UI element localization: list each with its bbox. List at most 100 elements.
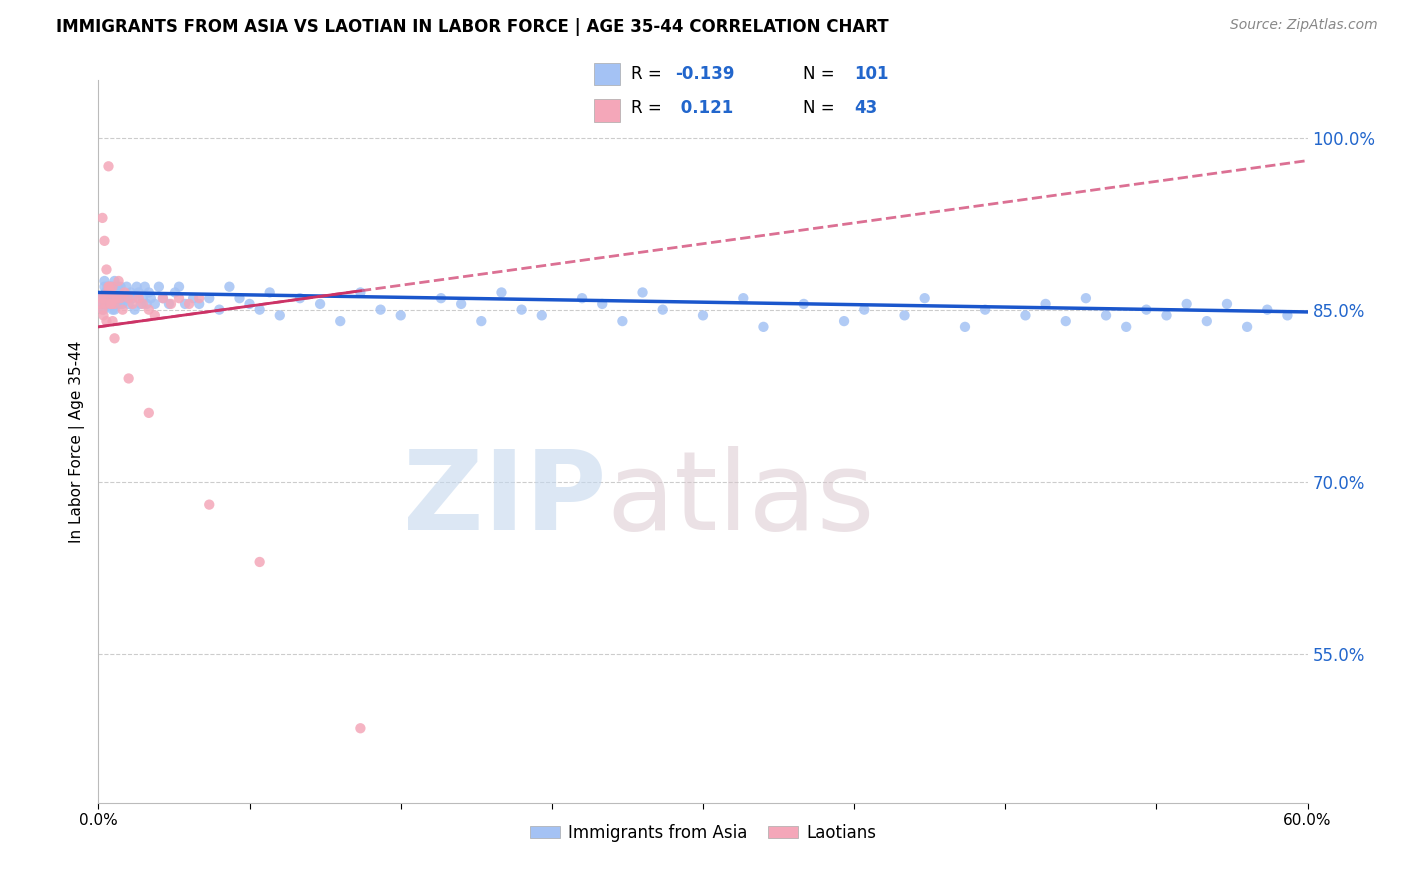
Text: R =: R = xyxy=(631,99,666,117)
Point xyxy=(148,279,170,293)
Point xyxy=(733,291,755,305)
Point xyxy=(389,309,412,323)
Point xyxy=(228,291,250,305)
Point xyxy=(114,291,136,305)
Point xyxy=(110,291,132,305)
Point xyxy=(181,291,204,305)
Point xyxy=(98,297,121,311)
Text: N =: N = xyxy=(803,65,839,83)
Point xyxy=(108,297,131,311)
Point xyxy=(188,297,211,311)
Point xyxy=(97,297,120,311)
Point xyxy=(1195,314,1218,328)
Point xyxy=(591,297,613,311)
Point xyxy=(107,274,129,288)
Point xyxy=(752,319,775,334)
Point xyxy=(111,297,134,311)
Point xyxy=(160,297,183,311)
Point xyxy=(93,279,115,293)
Point xyxy=(1074,291,1097,305)
Point xyxy=(105,291,128,305)
Point xyxy=(96,262,118,277)
Point xyxy=(100,285,122,300)
Point xyxy=(93,234,115,248)
Point xyxy=(152,291,174,305)
Point xyxy=(692,309,714,323)
Point xyxy=(103,297,125,311)
Point xyxy=(249,302,271,317)
Point xyxy=(208,302,231,317)
Point xyxy=(97,279,120,293)
Point xyxy=(612,314,634,328)
Point xyxy=(470,314,492,328)
Point xyxy=(132,297,155,311)
Point xyxy=(143,309,166,323)
Point xyxy=(1277,309,1299,323)
Point xyxy=(115,279,138,293)
Point xyxy=(111,302,134,317)
Point xyxy=(239,297,262,311)
Point xyxy=(107,285,129,300)
Text: N =: N = xyxy=(803,99,839,117)
Point xyxy=(893,309,915,323)
Point xyxy=(218,279,240,293)
Text: -0.139: -0.139 xyxy=(675,65,734,83)
Point xyxy=(107,291,129,305)
Point xyxy=(430,291,453,305)
Point xyxy=(110,279,132,293)
Point xyxy=(121,291,143,305)
Point xyxy=(631,285,654,300)
Point xyxy=(105,297,128,311)
Point xyxy=(96,314,118,328)
Point xyxy=(132,291,155,305)
Point xyxy=(249,555,271,569)
Point xyxy=(96,297,118,311)
Point xyxy=(93,309,115,323)
Point xyxy=(1135,302,1157,317)
Point xyxy=(510,302,533,317)
Point xyxy=(90,297,112,311)
Point xyxy=(143,297,166,311)
Point xyxy=(1256,302,1278,317)
Point xyxy=(103,274,125,288)
Point xyxy=(1014,309,1036,323)
Point xyxy=(953,319,976,334)
Text: IMMIGRANTS FROM ASIA VS LAOTIAN IN LABOR FORCE | AGE 35-44 CORRELATION CHART: IMMIGRANTS FROM ASIA VS LAOTIAN IN LABOR… xyxy=(56,18,889,36)
Point xyxy=(179,297,201,311)
Point xyxy=(138,406,160,420)
Point xyxy=(100,285,122,300)
Point xyxy=(853,302,876,317)
Point xyxy=(125,279,148,293)
Text: 0.121: 0.121 xyxy=(675,99,733,117)
Point xyxy=(198,498,221,512)
Point xyxy=(91,302,114,317)
Point xyxy=(288,291,311,305)
Point xyxy=(174,297,197,311)
Point xyxy=(101,314,124,328)
Point xyxy=(91,211,114,225)
Point xyxy=(370,302,392,317)
Text: 43: 43 xyxy=(853,99,877,117)
Point xyxy=(101,302,124,317)
Text: Source: ZipAtlas.com: Source: ZipAtlas.com xyxy=(1230,18,1378,32)
Point xyxy=(450,297,472,311)
Point xyxy=(259,285,281,300)
Point xyxy=(1175,297,1198,311)
Text: ZIP: ZIP xyxy=(404,446,606,553)
Point xyxy=(135,297,157,311)
Point xyxy=(100,279,122,293)
Point xyxy=(129,297,152,311)
Point xyxy=(100,297,122,311)
Point xyxy=(94,297,117,311)
Point xyxy=(530,309,553,323)
Point xyxy=(152,291,174,305)
Point xyxy=(100,297,122,311)
Point xyxy=(128,285,150,300)
Point xyxy=(329,314,352,328)
Point xyxy=(309,297,332,311)
Point xyxy=(138,302,160,317)
Point xyxy=(269,309,291,323)
Point xyxy=(1035,297,1057,311)
Point xyxy=(121,297,143,311)
Point xyxy=(90,291,112,305)
